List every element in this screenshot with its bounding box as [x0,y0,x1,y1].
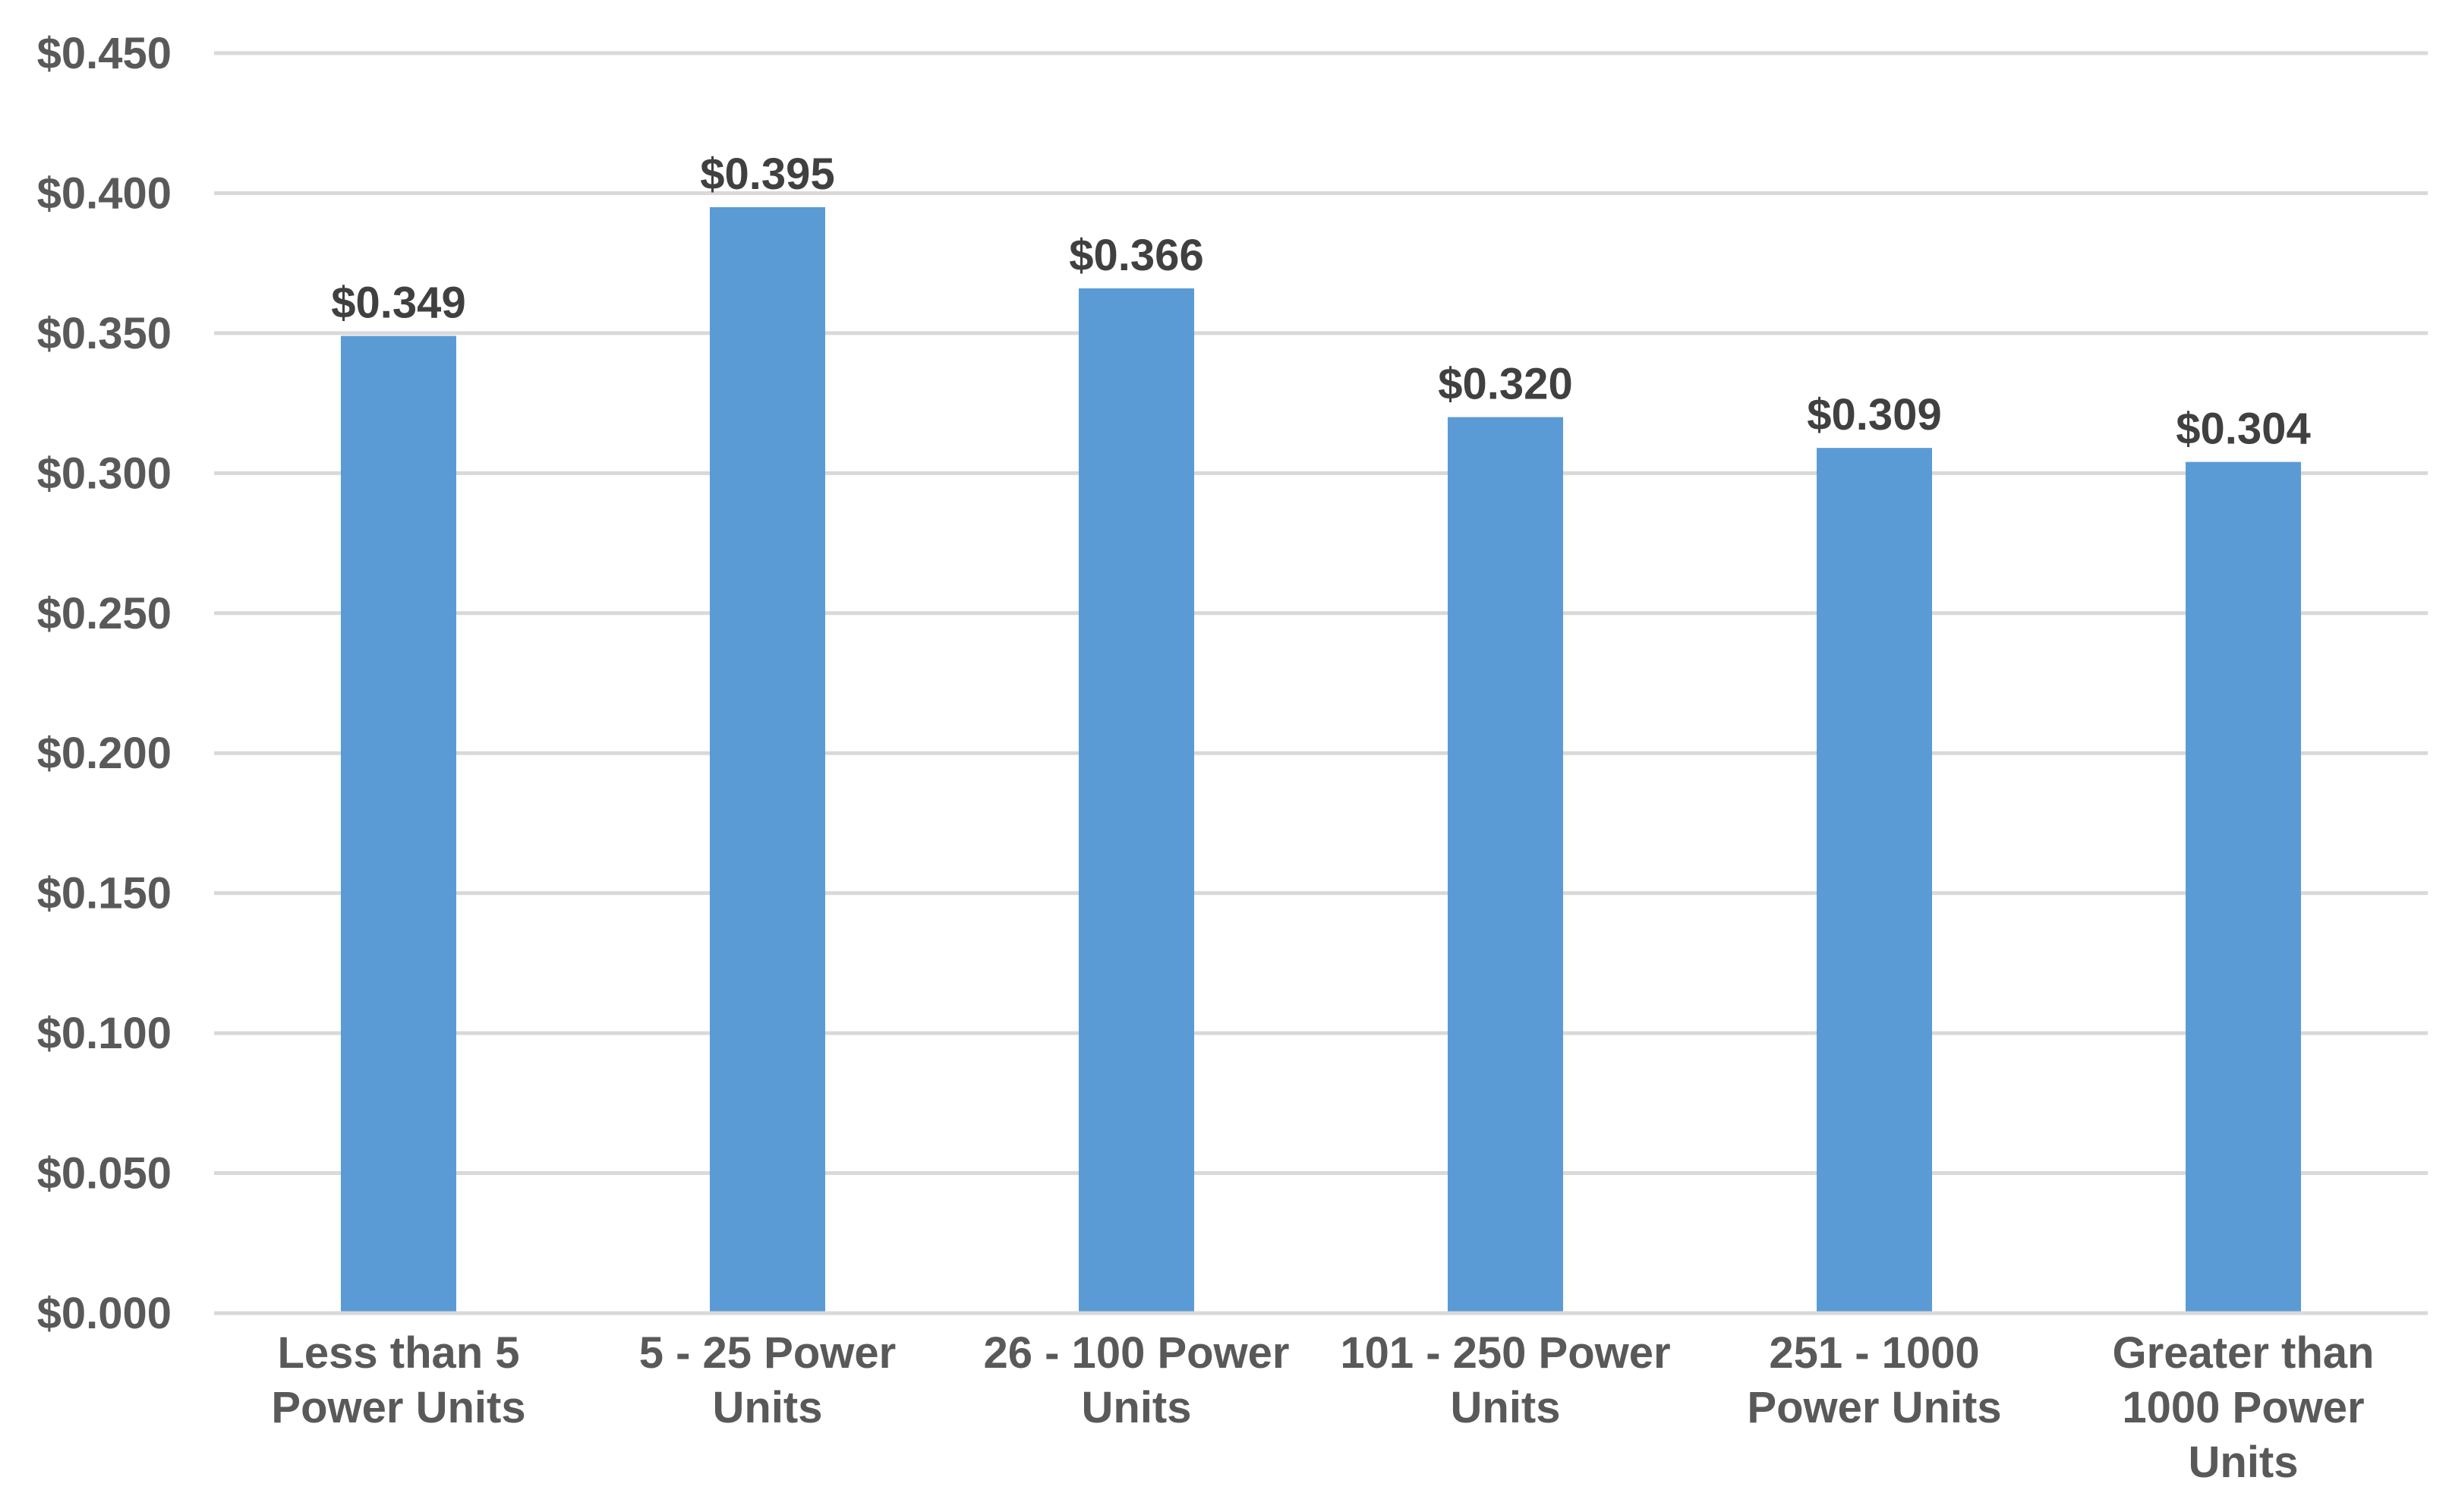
x-category-label-line: 251 - 1000 [1769,1328,1979,1378]
x-category-label-line: Units [713,1383,823,1432]
bar [2186,461,2301,1313]
x-category-label: 251 - 1000 Power Units [1747,1328,2001,1432]
x-category-label: 5 - 25 Power Units [639,1328,896,1432]
x-category-label-line: 26 - 100 Power [984,1328,1290,1378]
bar [341,335,456,1314]
x-category-label-line: Less than 5 [277,1328,519,1378]
x-category-label-line: 1000 Power [2122,1383,2364,1432]
x-category-label-line: Units [1082,1383,1192,1432]
x-category-label-line: 5 - 25 Power [639,1328,896,1378]
x-category-label: 101 - 250 Power Units [1340,1328,1670,1432]
bar-value-label: $0.349 [331,279,465,328]
gridlines [214,51,2428,1176]
x-category-label-line: Units [1451,1383,1561,1432]
bar [1817,448,1932,1314]
x-category-label-line: Units [2189,1438,2299,1487]
y-tick-label: $0.200 [37,729,172,778]
y-tick-label: $0.250 [37,589,172,638]
data-labels: $0.349 $0.395 $0.366 $0.320 $0.309 $0.304 [331,150,2310,454]
bar-value-label: $0.395 [700,150,834,199]
y-tick-label: $0.300 [37,449,172,498]
bar [710,206,825,1313]
y-tick-label: $0.100 [37,1009,172,1058]
x-category-label-line: Greater than [2113,1328,2375,1378]
bar-value-label: $0.304 [2176,405,2310,454]
bars [341,206,2301,1314]
x-category-label-line: Power Units [1747,1383,2001,1432]
bar-value-label: $0.320 [1438,360,1572,409]
y-tick-label: $0.050 [37,1149,172,1199]
y-tick-label: $0.150 [37,869,172,918]
x-category-label: Greater than 1000 Power Units [2113,1328,2375,1487]
bar-value-label: $0.309 [1807,390,1941,439]
bar [1448,417,1563,1313]
x-category-label-line: Power Units [271,1383,525,1432]
y-tick-label: $0.450 [37,29,172,78]
x-category-label-line: 101 - 250 Power [1340,1328,1670,1378]
x-category-label: 26 - 100 Power Units [984,1328,1290,1432]
bar-value-label: $0.366 [1069,231,1203,280]
x-category-label: Less than 5 Power Units [271,1328,525,1432]
y-tick-label: $0.400 [37,169,172,218]
bar [1079,288,1194,1313]
y-axis-tick-labels: $0.000 $0.050 $0.100 $0.150 $0.200 $0.250 $0.3… [37,29,172,1338]
y-tick-label: $0.000 [37,1289,172,1338]
y-tick-label: $0.350 [37,309,172,358]
